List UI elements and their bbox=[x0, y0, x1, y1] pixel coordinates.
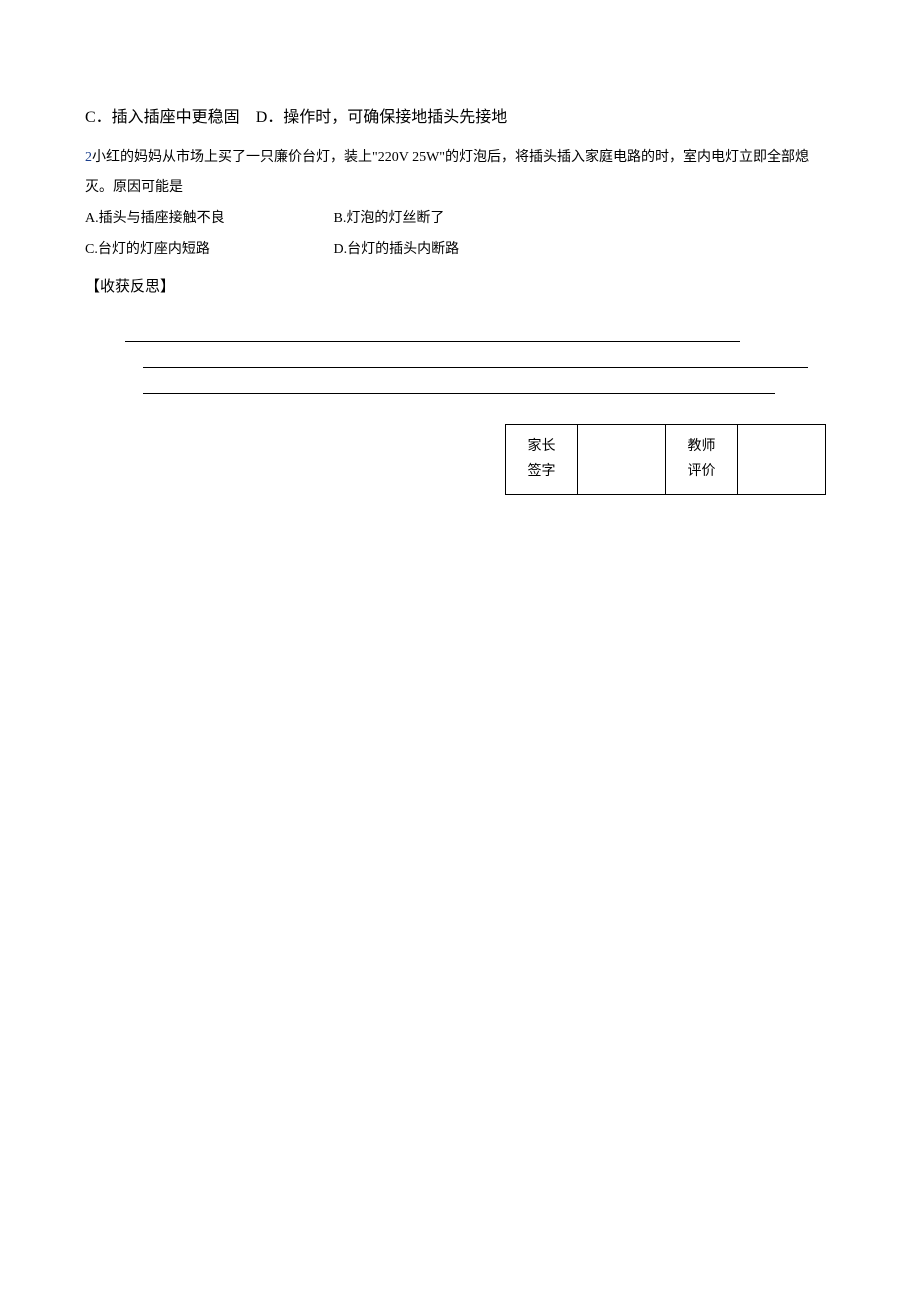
question-2-text: 小红的妈妈从市场上买了一只廉价台灯，装上"220V 25W"的灯泡后，将插头插入… bbox=[85, 150, 809, 196]
parent-label-line1: 家长 bbox=[528, 439, 556, 454]
teacher-eval-input bbox=[738, 424, 826, 494]
blank-lines-area bbox=[85, 328, 835, 394]
blank-line-2 bbox=[143, 354, 808, 368]
parent-sign-input bbox=[578, 424, 666, 494]
signature-table: 家长 签字 教师 评价 bbox=[505, 424, 826, 495]
blank-line-3 bbox=[143, 380, 775, 394]
option-c: C.台灯的灯座内短路 bbox=[85, 235, 330, 266]
signature-table-wrap: 家长 签字 教师 评价 bbox=[505, 424, 835, 495]
teacher-eval-label: 教师 评价 bbox=[666, 424, 738, 494]
option-b: B.灯泡的灯丝断了 bbox=[334, 211, 445, 226]
teacher-label-line1: 教师 bbox=[688, 439, 716, 454]
options-row-ab: A.插头与插座接触不良 B.灯泡的灯丝断了 bbox=[85, 204, 835, 235]
options-row-cd: C.台灯的灯座内短路 D.台灯的插头内断路 bbox=[85, 235, 835, 266]
options-line-cd: C．插入插座中更稳固 D．操作时，可确保接地插头先接地 bbox=[85, 105, 835, 131]
blank-line-1 bbox=[125, 328, 740, 342]
teacher-label-line2: 评价 bbox=[688, 464, 716, 479]
parent-sign-label: 家长 签字 bbox=[506, 424, 578, 494]
question-2-number: 2 bbox=[85, 150, 92, 165]
option-d-text: D．操作时，可确保接地插头先接地 bbox=[256, 109, 508, 126]
table-row: 家长 签字 教师 评价 bbox=[506, 424, 826, 494]
parent-label-line2: 签字 bbox=[528, 464, 556, 479]
section-title-reflection: 【收获反思】 bbox=[85, 272, 835, 302]
option-c-text: C．插入插座中更稳固 bbox=[85, 109, 240, 126]
question-2: 2小红的妈妈从市场上买了一只廉价台灯，装上"220V 25W"的灯泡后，将插头插… bbox=[85, 143, 835, 205]
option-d: D.台灯的插头内断路 bbox=[334, 242, 460, 257]
option-a: A.插头与插座接触不良 bbox=[85, 204, 330, 235]
